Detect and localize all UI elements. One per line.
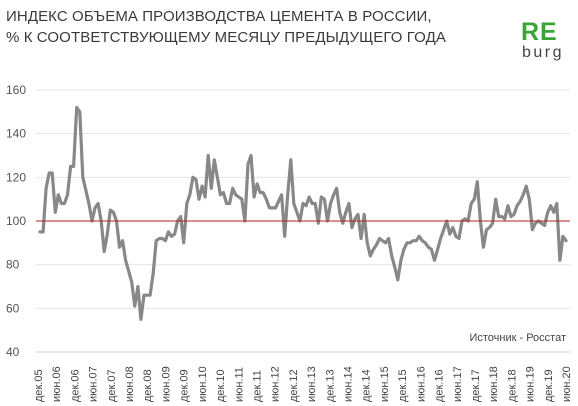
y-tick-label: 140 [6,127,26,141]
x-tick-label: дек.14 [361,369,373,402]
x-tick-label: июн.10 [197,366,209,402]
reburg-logo: RE burg [521,18,565,62]
x-tick-label: июн.16 [415,366,427,402]
y-tick-label: 160 [6,83,26,97]
x-tick-label: дек.15 [397,369,409,402]
x-tick-label: дек.12 [288,369,300,402]
series-layer [38,105,568,321]
x-tick-label: дек.10 [215,369,227,402]
x-tick-label: июн.09 [160,366,172,402]
logo-burg: burg [522,44,565,61]
source-note: Источник - Росстат [469,332,566,344]
x-tick-label: июн.08 [124,366,136,402]
x-tick-label: июн.06 [51,366,63,402]
x-tick-label: июн.17 [452,366,464,402]
x-tick-label: июн.12 [270,366,282,402]
chart-title-line-2: % К СООТВЕТСТВУЮЩЕМУ МЕСЯЦУ ПРЕДЫДУЩЕГО … [6,29,446,46]
x-tick-label: дек.11 [251,370,263,402]
x-tick-label: июн.18 [488,366,500,402]
x-tick-label: дек.07 [106,369,118,402]
y-tick-label: 40 [6,345,20,359]
x-tick-label: дек.13 [324,369,336,402]
x-tick-label: дек.05 [33,369,45,402]
x-tick-label: дек.16 [434,369,446,402]
x-tick-label: июн.11 [233,367,245,402]
y-axis-ticks: 40 60 80 100 120 140 160 [6,83,26,359]
y-tick-label: 60 [6,301,20,315]
y-tick-label: 100 [6,214,26,228]
y-tick-label: 120 [6,170,26,184]
y-tick-label: 80 [6,258,20,272]
x-tick-label: дек.18 [506,369,518,402]
x-tick-label: июн.15 [379,366,391,402]
x-tick-label: дек.06 [69,369,81,402]
x-tick-label: июн.13 [306,366,318,402]
x-tick-label: дек.08 [142,369,154,402]
chart-title-line-1: ИНДЕКС ОБЪЕМА ПРОИЗВОДСТВА ЦЕМЕНТА В РОС… [6,8,432,25]
x-tick-label: июн.14 [343,366,355,402]
x-tick-label: дек.17 [470,369,482,402]
series-line-0 [38,105,568,321]
x-tick-label: июн.20 [561,366,573,402]
x-axis-ticks: дек.05 июн.06 дек.06 июн.07 дек.07 июн.08 дек.… [33,366,573,402]
x-tick-label: июн.19 [525,366,537,402]
x-tick-label: дек.19 [543,369,555,402]
logo-re: RE [521,18,558,46]
x-tick-label: дек.09 [179,369,191,402]
x-tick-label: июн.07 [88,366,100,402]
chart-title: ИНДЕКС ОБЪЕМА ПРОИЗВОДСТВА ЦЕМЕНТА В РОС… [6,6,476,48]
